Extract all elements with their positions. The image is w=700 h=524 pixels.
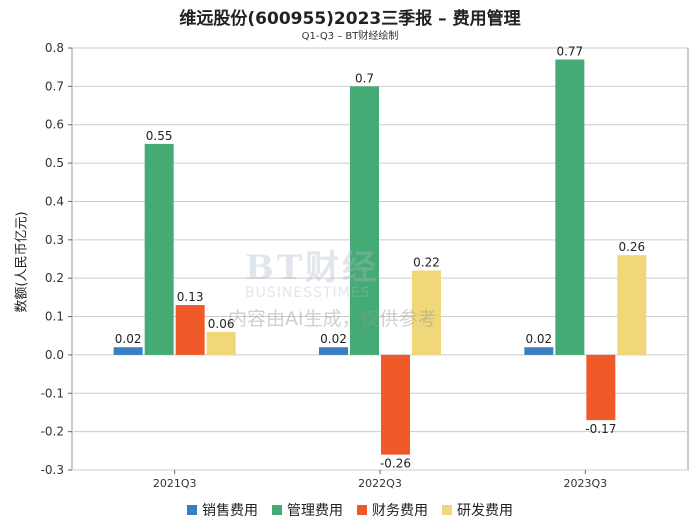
- legend-label: 研发费用: [457, 503, 513, 519]
- y-tick-label: 0.3: [45, 233, 64, 247]
- bar: [206, 331, 236, 355]
- legend-label: 财务费用: [372, 503, 428, 519]
- legend-swatch: [357, 505, 367, 515]
- bar: [617, 255, 647, 355]
- data-label: 0.26: [618, 240, 645, 254]
- y-tick-label: -0.1: [41, 386, 64, 400]
- data-label: 0.22: [413, 256, 440, 270]
- legend-swatch: [187, 505, 197, 515]
- x-tick-label: 2021Q3: [153, 477, 197, 490]
- data-label: 0.02: [115, 332, 142, 346]
- bar: [144, 143, 174, 355]
- y-tick-label: 0.4: [45, 194, 64, 208]
- legend-item: 研发费用: [442, 500, 513, 520]
- x-tick-label: 2022Q3: [358, 477, 402, 490]
- y-tick-label: 0.7: [45, 79, 64, 93]
- bar: [524, 347, 554, 355]
- x-tick-label: 2023Q3: [564, 477, 608, 490]
- data-label: 0.77: [556, 45, 583, 59]
- bar: [381, 354, 410, 455]
- y-tick-label: 0.1: [45, 310, 64, 324]
- legend-label: 管理费用: [287, 503, 343, 519]
- bar: [555, 59, 585, 355]
- bar: [350, 86, 379, 355]
- y-tick-label: 0.0: [45, 348, 64, 362]
- data-label: -0.17: [585, 422, 616, 436]
- chart-subtitle: Q1-Q3 – BT财经绘制: [301, 31, 399, 42]
- y-tick-label: -0.2: [41, 425, 64, 439]
- bar: [586, 354, 616, 421]
- legend-swatch: [272, 505, 282, 515]
- data-label: 0.13: [177, 290, 204, 304]
- y-tick-label: 0.5: [45, 156, 64, 170]
- chart-title: 维远股份(600955)2023三季报 – 费用管理: [179, 9, 521, 29]
- legend-swatch: [442, 505, 452, 515]
- data-label: 0.7: [355, 71, 374, 85]
- bar: [412, 270, 441, 355]
- y-tick-label: 0.8: [45, 41, 64, 55]
- legend-item: 管理费用: [272, 500, 343, 520]
- data-label: 0.02: [320, 332, 347, 346]
- chart-legend: 销售费用 管理费用 财务费用 研发费用: [0, 500, 700, 520]
- legend-item: 财务费用: [357, 500, 428, 520]
- bar: [319, 347, 348, 355]
- y-tick-label: 0.6: [45, 118, 64, 132]
- bar: [113, 347, 143, 355]
- data-label: 0.55: [146, 129, 173, 143]
- bar: [175, 305, 205, 355]
- data-label: -0.26: [380, 457, 411, 471]
- legend-label: 销售费用: [202, 503, 258, 519]
- y-tick-label: -0.3: [41, 463, 64, 477]
- legend-item: 销售费用: [187, 500, 258, 520]
- data-label: 0.06: [208, 317, 235, 331]
- data-label: 0.02: [525, 332, 552, 346]
- y-tick-label: 0.2: [45, 271, 64, 285]
